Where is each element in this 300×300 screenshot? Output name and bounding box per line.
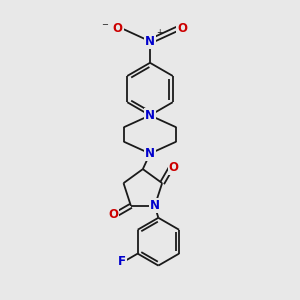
Text: N: N [145,35,155,48]
Text: O: O [177,22,187,35]
Text: N: N [145,109,155,122]
Text: O: O [169,161,178,174]
Text: N: N [150,199,160,212]
Text: O: O [113,22,123,35]
Text: N: N [145,147,155,160]
Text: +: + [156,28,163,38]
Text: F: F [118,256,126,268]
Text: O: O [108,208,118,221]
Text: −: − [101,20,108,29]
